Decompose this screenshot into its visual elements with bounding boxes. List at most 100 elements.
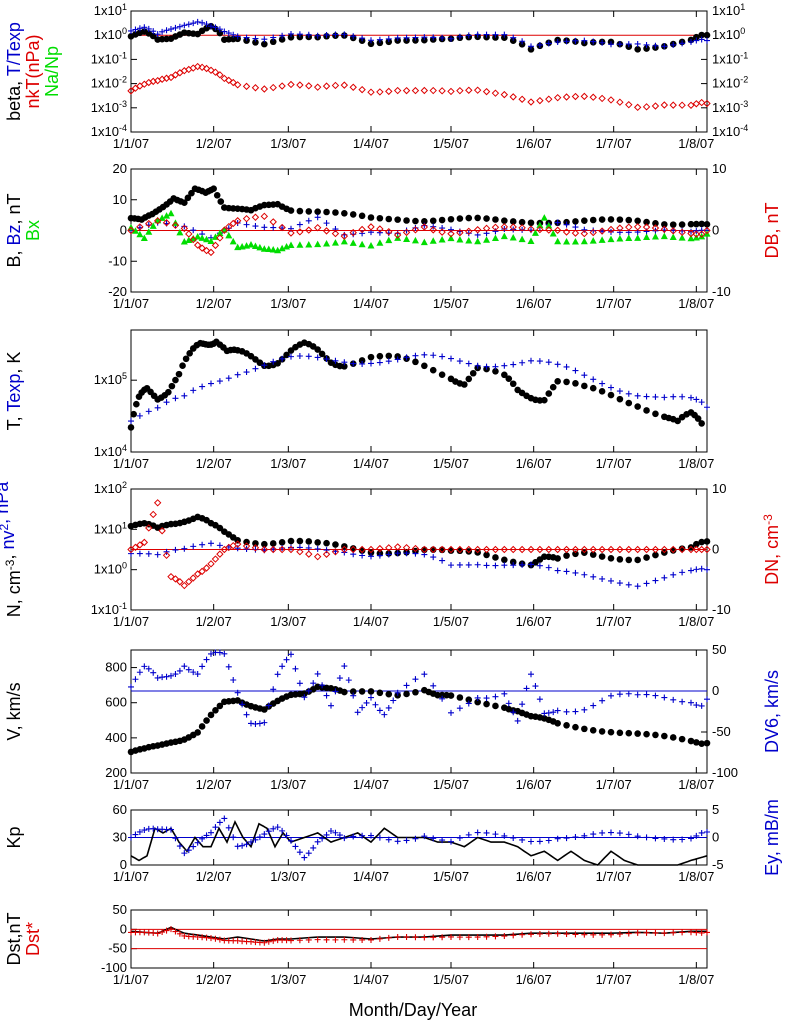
data-point <box>128 418 134 425</box>
data-point <box>642 103 651 111</box>
data-point <box>194 671 201 678</box>
data-point <box>172 546 179 553</box>
x-tick-label: 1/1/07 <box>113 136 149 151</box>
series-v <box>127 683 711 756</box>
data-point <box>563 568 570 575</box>
data-point <box>572 569 579 576</box>
data-point <box>634 46 641 53</box>
data-point <box>221 815 228 822</box>
data-point <box>660 101 669 109</box>
data-point <box>447 692 455 699</box>
data-point <box>314 354 321 361</box>
data-point <box>190 543 197 550</box>
data-point <box>376 239 384 246</box>
data-point <box>341 363 348 370</box>
data-point <box>234 545 241 552</box>
y-tick-label: 1x10-3 <box>91 99 127 115</box>
data-point <box>376 229 383 236</box>
data-point <box>554 567 561 574</box>
y2-tick-label: -5 <box>712 857 724 872</box>
data-point <box>483 700 490 708</box>
data-point <box>448 226 454 233</box>
x-axis-title: Month/Day/Year <box>349 1000 477 1020</box>
data-point <box>704 696 710 703</box>
data-point <box>510 361 517 368</box>
x-tick-label: 1/6/07 <box>516 296 552 311</box>
data-point <box>634 691 641 698</box>
data-point <box>176 578 184 586</box>
data-point <box>153 499 162 507</box>
data-point <box>528 357 534 364</box>
data-point <box>296 544 303 551</box>
data-point <box>616 224 624 232</box>
data-point <box>376 39 384 47</box>
data-point <box>608 692 614 699</box>
data-point <box>536 96 544 105</box>
data-point <box>473 226 482 234</box>
data-point <box>553 226 562 234</box>
data-point <box>270 825 277 832</box>
data-point <box>703 99 711 108</box>
data-point <box>176 228 184 236</box>
data-point <box>149 222 157 229</box>
data-point <box>283 832 290 839</box>
x-tick-label: 1/2/07 <box>196 456 232 471</box>
data-point <box>692 545 701 554</box>
data-point <box>698 829 705 836</box>
data-point <box>465 375 473 383</box>
data-point <box>643 730 650 738</box>
x-tick-label: 1/8/07 <box>678 136 714 151</box>
data-point <box>679 698 686 705</box>
data-point <box>202 246 211 255</box>
data-point <box>500 545 509 554</box>
data-point <box>678 221 686 228</box>
data-point <box>278 36 286 43</box>
data-point <box>505 700 512 707</box>
data-point <box>385 87 393 96</box>
data-point <box>661 43 668 50</box>
y-tick-label: 1x101 <box>94 520 127 536</box>
data-point <box>465 86 473 94</box>
data-point <box>288 353 294 360</box>
data-point <box>563 221 570 228</box>
x-tick-label: 1/1/07 <box>113 296 149 311</box>
data-point <box>651 233 659 240</box>
data-point <box>203 656 210 663</box>
series-kp <box>130 819 708 866</box>
data-point <box>607 391 615 399</box>
data-point <box>211 68 220 76</box>
data-point <box>482 87 491 96</box>
data-point <box>616 691 623 698</box>
data-point <box>694 415 702 422</box>
data-point <box>225 375 232 382</box>
data-point <box>483 829 490 836</box>
data-point <box>314 346 321 353</box>
data-point <box>678 234 686 241</box>
data-point <box>661 221 668 228</box>
data-point <box>225 231 233 239</box>
data-point <box>697 230 706 238</box>
data-point <box>216 819 223 826</box>
data-point <box>376 214 384 222</box>
data-point <box>313 83 322 91</box>
data-point <box>625 729 633 737</box>
data-point <box>185 21 192 28</box>
data-point <box>482 545 491 554</box>
data-point <box>536 696 543 703</box>
data-point <box>385 934 392 941</box>
data-point <box>220 226 229 234</box>
data-point <box>341 359 348 366</box>
data-point <box>314 208 321 215</box>
data-point <box>341 835 348 842</box>
data-point <box>331 239 339 246</box>
data-point <box>296 31 303 38</box>
data-point <box>331 81 340 90</box>
data-point <box>202 64 211 73</box>
data-point <box>233 540 242 548</box>
data-point <box>412 352 419 359</box>
data-point <box>234 33 241 40</box>
data-point <box>448 933 454 940</box>
data-point <box>562 228 571 236</box>
y2-tick-label: 1x10-3 <box>712 99 748 115</box>
data-point <box>589 545 597 554</box>
